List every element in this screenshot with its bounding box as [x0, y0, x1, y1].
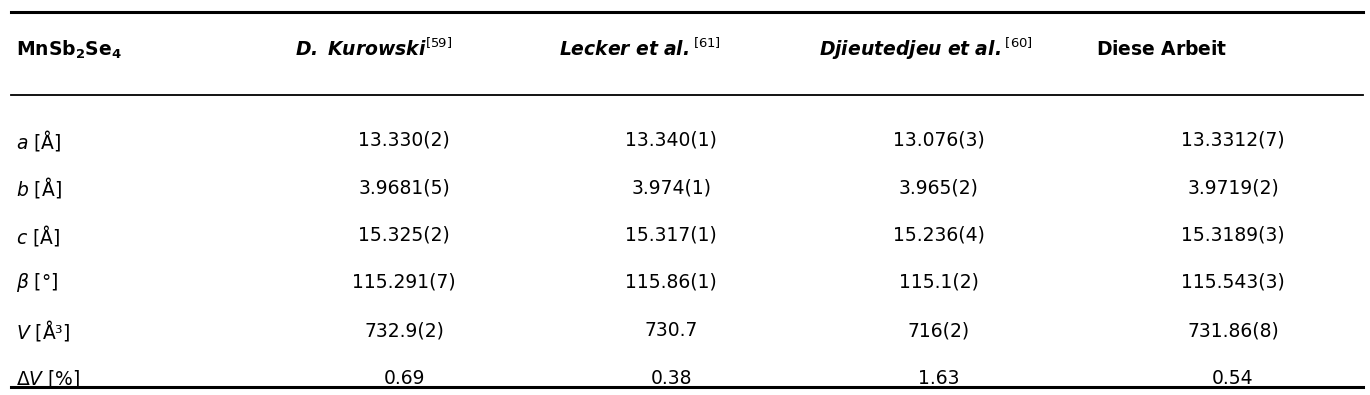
- Text: 0.38: 0.38: [651, 369, 692, 388]
- Text: 13.340(1): 13.340(1): [625, 131, 718, 150]
- Text: 0.54: 0.54: [1212, 369, 1254, 388]
- Text: 3.9719(2): 3.9719(2): [1188, 178, 1278, 197]
- Text: 3.965(2): 3.965(2): [899, 178, 978, 197]
- Text: 0.69: 0.69: [384, 369, 425, 388]
- Text: 1.63: 1.63: [918, 369, 959, 388]
- Text: $\mathbf{MnSb_2Se_4}$: $\mathbf{MnSb_2Se_4}$: [16, 38, 122, 60]
- Text: 115.291(7): 115.291(7): [352, 273, 456, 292]
- Text: 3.9681(5): 3.9681(5): [359, 178, 449, 197]
- Text: 115.543(3): 115.543(3): [1181, 273, 1285, 292]
- Text: 115.1(2): 115.1(2): [899, 273, 978, 292]
- Text: 13.076(3): 13.076(3): [893, 131, 984, 150]
- Text: $\mathbf{Diese\ Arbeit}$: $\mathbf{Diese\ Arbeit}$: [1096, 40, 1228, 59]
- Text: 730.7: 730.7: [645, 321, 697, 340]
- Text: $\mathbfit{Djieutedjeu\ et\ al.}$$^{[60]}$: $\mathbfit{Djieutedjeu\ et\ al.}$$^{[60]…: [819, 36, 1033, 62]
- Text: Δ$\mathit{V}$ [%]: Δ$\mathit{V}$ [%]: [16, 368, 81, 389]
- Text: $\mathit{\beta}$ [°]: $\mathit{\beta}$ [°]: [16, 271, 59, 294]
- Text: $\mathit{a}$ [Å]: $\mathit{a}$ [Å]: [16, 128, 62, 153]
- Text: $\mathit{b}$ [Å]: $\mathit{b}$ [Å]: [16, 175, 62, 200]
- Text: 13.330(2): 13.330(2): [359, 131, 449, 150]
- Text: 15.317(1): 15.317(1): [626, 226, 717, 245]
- Text: 732.9(2): 732.9(2): [364, 321, 444, 340]
- Text: $\mathbfit{D.\ Kurowski}$$^{[59]}$: $\mathbfit{D.\ Kurowski}$$^{[59]}$: [295, 38, 452, 60]
- Text: 13.3312(7): 13.3312(7): [1181, 131, 1285, 150]
- Text: $\mathbfit{Lecker\ et\ al.}$$^{[61]}$: $\mathbfit{Lecker\ et\ al.}$$^{[61]}$: [559, 38, 721, 60]
- Text: $\mathit{V}$ [Å³]: $\mathit{V}$ [Å³]: [16, 318, 71, 343]
- Text: 15.236(4): 15.236(4): [892, 226, 985, 245]
- Text: 3.974(1): 3.974(1): [632, 178, 711, 197]
- Text: 716(2): 716(2): [907, 321, 970, 340]
- Text: 115.86(1): 115.86(1): [626, 273, 717, 292]
- Text: 15.325(2): 15.325(2): [359, 226, 449, 245]
- Text: $\mathit{c}$ [Å]: $\mathit{c}$ [Å]: [16, 222, 60, 248]
- Text: 15.3189(3): 15.3189(3): [1181, 226, 1285, 245]
- Text: 731.86(8): 731.86(8): [1188, 321, 1278, 340]
